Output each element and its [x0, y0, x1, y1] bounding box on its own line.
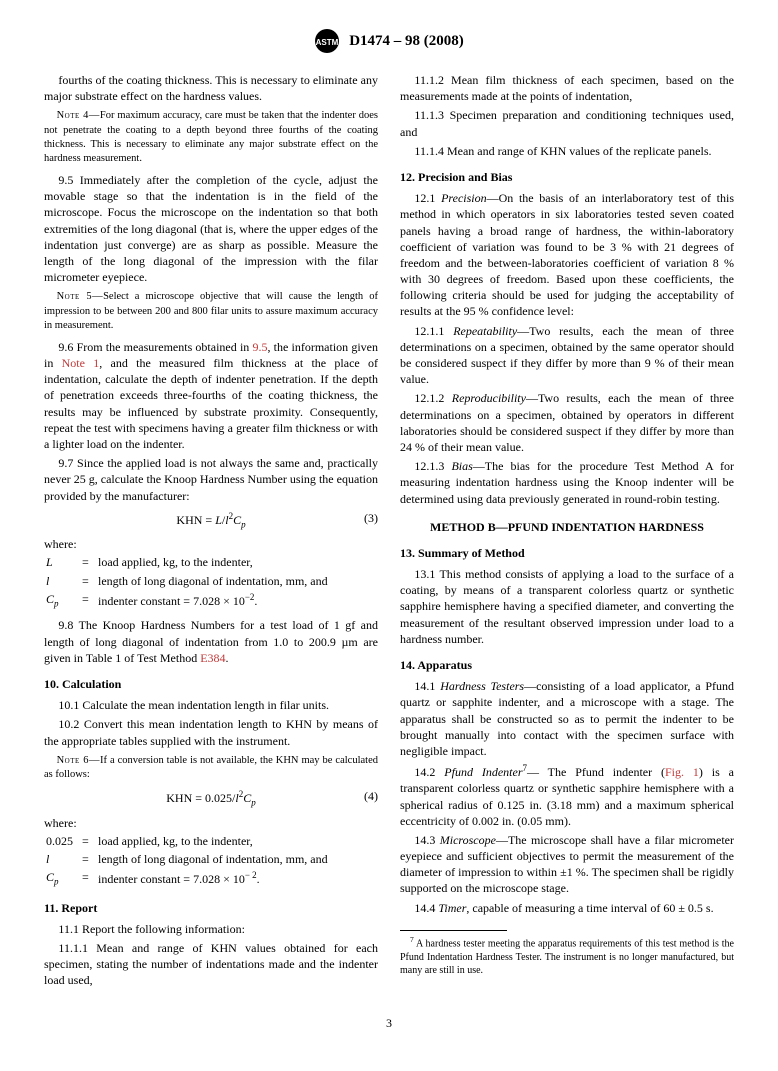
para-12-1: 12.1 Precision—On the basis of an interl…: [400, 190, 734, 320]
para-12-1-1: 12.1.1 Repeatability—Two results, each t…: [400, 323, 734, 388]
page-number: 3: [44, 1015, 734, 1031]
cross-ref: Fig. 1: [665, 765, 699, 779]
section-10-head: 10. Calculation: [44, 676, 378, 692]
section-13-head: 13. Summary of Method: [400, 545, 734, 561]
svg-text:ASTM: ASTM: [316, 38, 339, 47]
cross-ref: Note 1: [62, 356, 100, 370]
paragraph: fourths of the coating thickness. This i…: [44, 72, 378, 104]
note-4: Note 4—For maximum accuracy, care must b…: [44, 109, 378, 166]
section-14-head: 14. Apparatus: [400, 657, 734, 673]
footnote-7: 7 A hardness tester meeting the apparatu…: [400, 935, 734, 978]
para-11-1-3: 11.1.3 Specimen preparation and conditio…: [400, 107, 734, 139]
body-columns: fourths of the coating thickness. This i…: [44, 72, 734, 989]
para-14-3: 14.3 Microscope—The microscope shall hav…: [400, 832, 734, 897]
equation-3: KHN = L/l2Cp(3): [44, 510, 378, 531]
note-5: Note 5—Select a microscope objective tha…: [44, 290, 378, 333]
para-10-2: 10.2 Convert this mean indentation lengt…: [44, 716, 378, 748]
para-13-1: 13.1 This method consists of applying a …: [400, 566, 734, 647]
note-6: Note 6—If a conversion table is not avai…: [44, 754, 378, 782]
para-9-8: 9.8 The Knoop Hardness Numbers for a tes…: [44, 617, 378, 666]
para-14-2: 14.2 Pfund Indenter7— The Pfund indenter…: [400, 762, 734, 829]
section-12-head: 12. Precision and Bias: [400, 169, 734, 185]
para-9-5: 9.5 Immediately after the completion of …: [44, 172, 378, 285]
section-11-head: 11. Report: [44, 900, 378, 916]
para-14-1: 14.1 Hardness Testers—consisting of a lo…: [400, 678, 734, 759]
para-10-1: 10.1 Calculate the mean indentation leng…: [44, 697, 378, 713]
para-11-1-4: 11.1.4 Mean and range of KHN values of t…: [400, 143, 734, 159]
para-12-1-3: 12.1.3 Bias—The bias for the procedure T…: [400, 458, 734, 507]
footnote-separator: [400, 930, 507, 931]
where-block: where:L=load applied, kg, to the indente…: [44, 536, 378, 611]
where-block-2: where:0.025=load applied, kg, to the ind…: [44, 815, 378, 890]
para-11-1: 11.1 Report the following information:: [44, 921, 378, 937]
cross-ref: E384: [200, 651, 225, 665]
document-designation: D1474 – 98 (2008): [349, 31, 464, 51]
equation-4: KHN = 0.025/l2Cp(4): [44, 788, 378, 809]
para-9-7: 9.7 Since the applied load is not always…: [44, 455, 378, 504]
para-11-1-1: 11.1.1 Mean and range of KHN values obta…: [44, 940, 378, 989]
para-11-1-2: 11.1.2 Mean film thickness of each speci…: [400, 72, 734, 104]
method-b-head: METHOD B—PFUND INDENTATION HARDNESS: [400, 519, 734, 535]
para-12-1-2: 12.1.2 Reproducibility—Two results, each…: [400, 390, 734, 455]
astm-logo-icon: ASTM: [314, 28, 340, 54]
para-14-4: 14.4 Timer, capable of measuring a time …: [400, 900, 734, 916]
para-9-6: 9.6 From the measurements obtained in 9.…: [44, 339, 378, 452]
document-header: ASTM D1474 – 98 (2008): [44, 28, 734, 54]
cross-ref: 9.5: [252, 340, 267, 354]
